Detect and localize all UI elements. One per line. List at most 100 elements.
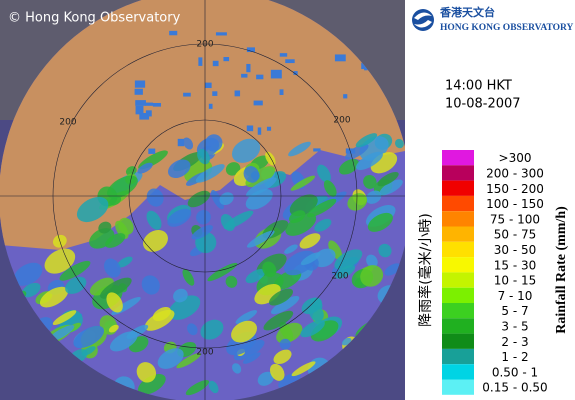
rain-cell <box>355 133 378 148</box>
range-label: 200 <box>196 348 213 358</box>
radar-disc <box>0 0 410 400</box>
legend-label: 200 - 300 <box>486 166 544 180</box>
legend-swatch <box>442 180 474 196</box>
rain-cell <box>106 292 123 313</box>
rain-cell <box>263 310 294 331</box>
rain-speck <box>198 57 203 66</box>
rain-cell <box>13 262 43 286</box>
rain-cell <box>355 151 383 171</box>
rain-speck <box>212 91 218 96</box>
legend-swatch <box>442 241 474 258</box>
rain-speck <box>361 62 368 70</box>
rain-speck <box>183 92 191 97</box>
rain-cell <box>100 277 132 299</box>
rain-cell <box>187 323 198 336</box>
rain-speck <box>134 80 146 88</box>
rain-cell <box>335 265 356 279</box>
rain-cell <box>338 159 359 175</box>
legend-title-chinese: 降雨率(毫米/小時) <box>417 213 434 327</box>
rain-cell <box>231 138 261 163</box>
rain-cell <box>143 230 168 252</box>
rain-cell <box>262 261 277 278</box>
rain-cell <box>245 269 266 284</box>
rain-cell <box>378 243 392 258</box>
rain-speck <box>257 127 262 135</box>
rain-cell <box>334 249 363 270</box>
rain-cell <box>279 338 291 350</box>
rain-cell <box>363 174 377 189</box>
rain-cell <box>269 363 285 381</box>
rain-speck <box>279 89 284 95</box>
rain-cell <box>208 380 219 394</box>
legend-label: >300 <box>499 151 532 165</box>
rain-cell <box>243 166 260 183</box>
legend-label: 75 - 100 <box>490 212 540 226</box>
rain-cell <box>182 269 195 286</box>
rain-cell <box>207 262 238 282</box>
rain-speck <box>177 138 185 147</box>
rain-cell <box>328 240 343 260</box>
rain-cell <box>317 164 331 183</box>
legend-label: 0.50 - 1 <box>492 365 538 379</box>
rain-cell <box>300 252 321 266</box>
rain-speck <box>313 148 321 152</box>
rain-cell <box>235 310 258 324</box>
rain-cell <box>136 362 157 383</box>
rain-cell <box>137 162 153 174</box>
rain-cell <box>108 324 119 333</box>
side-panel <box>405 0 575 400</box>
rain-cell <box>246 230 275 248</box>
rain-speck <box>343 94 348 99</box>
rain-speck <box>246 47 255 53</box>
legend-swatch <box>442 272 474 288</box>
rain-cell <box>270 295 300 315</box>
legend-title-english: Rainfall Rate (mm/h) <box>554 206 569 334</box>
rain-cell <box>146 210 162 230</box>
rain-speck <box>208 103 213 109</box>
rain-speck <box>145 102 154 106</box>
legend-swatch <box>442 150 474 166</box>
rain-cell <box>21 282 41 298</box>
legend-label: 15 - 30 <box>494 258 537 272</box>
rain-speck <box>246 125 254 132</box>
rain-speck <box>215 32 227 36</box>
legend-swatch <box>442 287 474 303</box>
rain-cell <box>273 349 292 365</box>
rain-cell <box>39 286 69 308</box>
rain-speck <box>241 73 248 78</box>
rain-cell <box>365 190 382 204</box>
rain-cell <box>137 374 166 395</box>
legend-swatch <box>442 165 474 181</box>
rain-cell <box>183 137 194 150</box>
range-rings <box>0 0 410 400</box>
rain-cell <box>360 265 384 287</box>
rain-speck <box>253 100 263 106</box>
rain-cell <box>290 175 316 191</box>
rain-cell <box>65 276 87 294</box>
rain-cell <box>176 352 202 369</box>
rain-cell <box>104 258 121 278</box>
rain-cell <box>52 310 77 325</box>
rain-cell <box>191 225 213 240</box>
legend-label: 5 - 7 <box>501 304 528 318</box>
rain-cell <box>116 256 133 268</box>
legend-swatch <box>442 318 474 334</box>
rain-cell <box>89 277 114 296</box>
rain-speck <box>334 54 346 62</box>
rain-speck <box>256 74 264 80</box>
rain-cell <box>146 188 164 207</box>
rain-cell <box>59 260 91 281</box>
rain-cell <box>225 275 238 288</box>
rain-speck <box>212 60 219 67</box>
rain-cell <box>105 233 126 248</box>
legend-swatch <box>442 379 474 395</box>
rain-cell <box>187 190 211 208</box>
rain-cell <box>167 208 192 227</box>
rain-cell <box>76 196 109 223</box>
legend-label: 150 - 200 <box>486 182 544 196</box>
range-label: 200 <box>331 272 348 282</box>
legend-label: 100 - 150 <box>486 197 544 211</box>
rain-cell <box>205 134 223 152</box>
